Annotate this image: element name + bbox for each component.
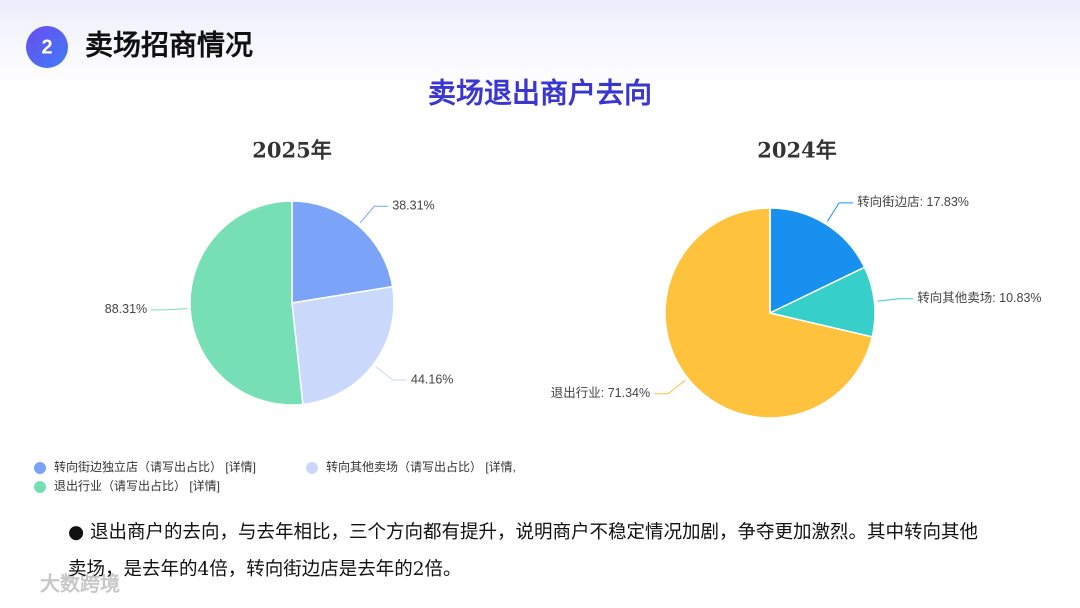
summary-paragraph: ● 退出商户的去向，与去年相比，三个方向都有提升，说明商户不稳定情况加剧，争夺更… xyxy=(68,522,979,580)
legend-swatch xyxy=(34,481,46,493)
data-label: 转向其他卖场: 10.83% xyxy=(917,290,1041,305)
pie-title: 2024年 xyxy=(757,138,836,163)
pie-slice xyxy=(291,200,394,304)
leader-line xyxy=(826,202,854,222)
leader-line xyxy=(375,366,408,381)
pie-slice xyxy=(189,200,304,406)
legend-label: 转向其他卖场（请写出占比） [详情, xyxy=(326,459,516,474)
header-band xyxy=(0,0,1080,90)
chart-heading: 卖场退出商户去向 xyxy=(428,77,652,110)
leader-line xyxy=(151,308,188,311)
data-label: 44.16% xyxy=(411,372,453,386)
watermark: 大数跨境 xyxy=(40,571,120,595)
legend-label: 退出行业（请写出占比） [详情] xyxy=(54,478,220,493)
pie-slice xyxy=(769,207,866,315)
leader-line xyxy=(877,298,914,302)
section-title: 卖场招商情况 xyxy=(85,29,253,62)
pie-slice xyxy=(291,285,395,406)
pie-slice xyxy=(664,207,874,419)
data-label: 38.31% xyxy=(392,199,434,213)
leader-line xyxy=(359,205,389,224)
data-label: 88.31% xyxy=(105,302,147,316)
pie-slice xyxy=(767,266,876,338)
legend-swatch xyxy=(34,462,46,474)
pie-title: 2025年 xyxy=(252,138,331,163)
leader-line xyxy=(654,379,686,395)
data-label: 转向街边店: 17.83% xyxy=(857,194,969,209)
section-number: 2 xyxy=(41,36,52,58)
legend-swatch xyxy=(306,462,318,474)
data-label: 退出行业: 71.34% xyxy=(551,386,650,400)
legend-label: 转向街边独立店（请写出占比） [详情] xyxy=(54,459,256,474)
section-badge xyxy=(26,26,68,68)
